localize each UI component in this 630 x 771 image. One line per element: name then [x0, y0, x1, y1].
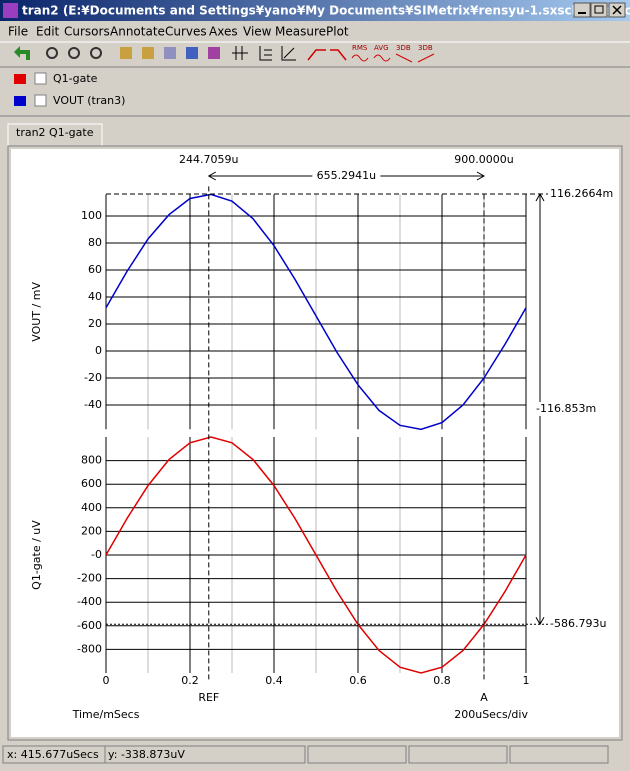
tool-label[interactable]: 3DB: [396, 44, 411, 52]
menu-item[interactable]: Curves: [165, 25, 207, 39]
y-tick-label: 40: [88, 290, 102, 303]
window-buttons: [573, 2, 626, 18]
maximize-button[interactable]: [590, 2, 608, 18]
y-tick-label: 800: [81, 454, 102, 467]
graph-icon[interactable]: [281, 46, 296, 61]
cursor-x-label: 244.7059u: [179, 153, 238, 166]
zoom-icon[interactable]: [90, 47, 102, 59]
tool-label[interactable]: 3DB: [418, 44, 433, 52]
x-axis-label: Time/mSecs: [72, 708, 140, 721]
y-tick-label: 0: [95, 344, 102, 357]
avg-icon[interactable]: [373, 54, 391, 62]
3db-icon[interactable]: [417, 53, 435, 63]
y-tick-label: -400: [77, 595, 102, 608]
y-tick-label: 20: [88, 317, 102, 330]
status-bar: x: 415.677uSecs y: -338.873uV: [2, 745, 609, 764]
y-tick-label: -20: [84, 371, 102, 384]
y-tick-label: -0: [91, 548, 102, 561]
cursor-name: A: [480, 691, 488, 704]
legend-label: Q1-gate: [53, 72, 98, 85]
menu-item[interactable]: View: [243, 25, 272, 39]
y-tick-label: 80: [88, 236, 102, 249]
legend-label: VOUT (tran3): [53, 94, 125, 107]
x-tick-label: 0.8: [433, 674, 451, 687]
status-text: y: -338.873uV: [108, 748, 185, 761]
x-tick-label: 0.4: [265, 674, 283, 687]
y-tick-label: -40: [84, 398, 102, 411]
tool-label[interactable]: RMS: [352, 44, 368, 52]
tool-icon[interactable]: [164, 47, 176, 59]
dy-label: -116.853m: [536, 402, 596, 415]
tool-icon[interactable]: [186, 47, 198, 59]
legend-swatch: [14, 74, 26, 84]
y-axis-label: VOUT / mV: [30, 282, 43, 342]
y-tick-label: -800: [77, 642, 102, 655]
app-icon: [3, 3, 18, 18]
axis-icon[interactable]: [259, 46, 272, 61]
status-text: x: 415.677uSecs: [7, 748, 99, 761]
y-tick-label: -200: [77, 572, 102, 585]
menu-item[interactable]: Edit: [36, 25, 60, 39]
status-cell: [307, 745, 407, 764]
plot-area: [11, 149, 619, 737]
y-tick-label: 60: [88, 263, 102, 276]
title-bar: [0, 0, 630, 21]
toolbar: RMS AVG 3DB 3DB: [14, 44, 435, 63]
tab[interactable]: [7, 123, 103, 146]
dy-label-bg: [534, 402, 602, 416]
y-tick-label: 200: [81, 524, 102, 537]
menu-item[interactable]: File: [8, 25, 28, 39]
y-axis-label: Q1-gate / uV: [30, 520, 43, 590]
cursor-x-label: 900.0000u: [454, 153, 513, 166]
menu-item[interactable]: Measure: [275, 25, 326, 39]
x-tick-label: 1: [523, 674, 530, 687]
y-tick-label: 400: [81, 501, 102, 514]
menu-item[interactable]: Axes: [209, 25, 238, 39]
fall-icon[interactable]: [330, 49, 347, 61]
y-tick-label: -600: [77, 619, 102, 632]
tool-icon[interactable]: [120, 47, 132, 59]
y-tick-label: 100: [81, 209, 102, 222]
zoom-icon[interactable]: [46, 47, 58, 59]
cursor-y-label: 116.2664m: [550, 187, 613, 200]
menu-item[interactable]: Plot: [326, 25, 349, 39]
dx-label: 655.2941u: [317, 169, 376, 182]
zoom-icon[interactable]: [68, 47, 80, 59]
tool-label[interactable]: AVG: [374, 44, 389, 52]
y-tick-label: 600: [81, 477, 102, 490]
dx-label-bg: [312, 169, 381, 183]
menu-bar: File Edit Cursors Annotate Curves Axes View Mea…: [8, 25, 349, 39]
legend-swatch: [14, 96, 26, 106]
tool-icon[interactable]: [208, 47, 220, 59]
undo-icon[interactable]: [14, 46, 30, 60]
rms-icon[interactable]: [351, 54, 369, 62]
minimize-button[interactable]: [573, 2, 591, 18]
cursor-y-label: -586.793u: [550, 617, 606, 630]
curve: [105, 436, 527, 674]
x-tick-label: 0.2: [181, 674, 199, 687]
rise-icon[interactable]: [307, 49, 326, 61]
tool-icon[interactable]: [142, 47, 154, 59]
status-cell: [104, 745, 306, 764]
status-cell: [408, 745, 508, 764]
cursor-name: REF: [198, 691, 219, 704]
x-division: 200uSecs/div: [454, 708, 528, 721]
legend-checkbox[interactable]: [34, 94, 47, 107]
menu-item[interactable]: Cursors: [64, 25, 110, 39]
window-title: tran2 (E:¥Documents and Settings¥yano¥My…: [22, 4, 630, 18]
legend: Q1-gate VOUT (tran3): [14, 72, 125, 107]
legend-checkbox[interactable]: [34, 72, 47, 85]
grid-icon[interactable]: [232, 46, 248, 60]
tab-label[interactable]: tran2 Q1-gate: [16, 126, 94, 139]
x-tick-label: 0.6: [349, 674, 367, 687]
3db-icon[interactable]: [395, 53, 413, 63]
menu-item[interactable]: Annotate: [110, 25, 165, 39]
status-cell: [509, 745, 609, 764]
curve: [105, 193, 527, 431]
x-tick-label: 0: [103, 674, 110, 687]
